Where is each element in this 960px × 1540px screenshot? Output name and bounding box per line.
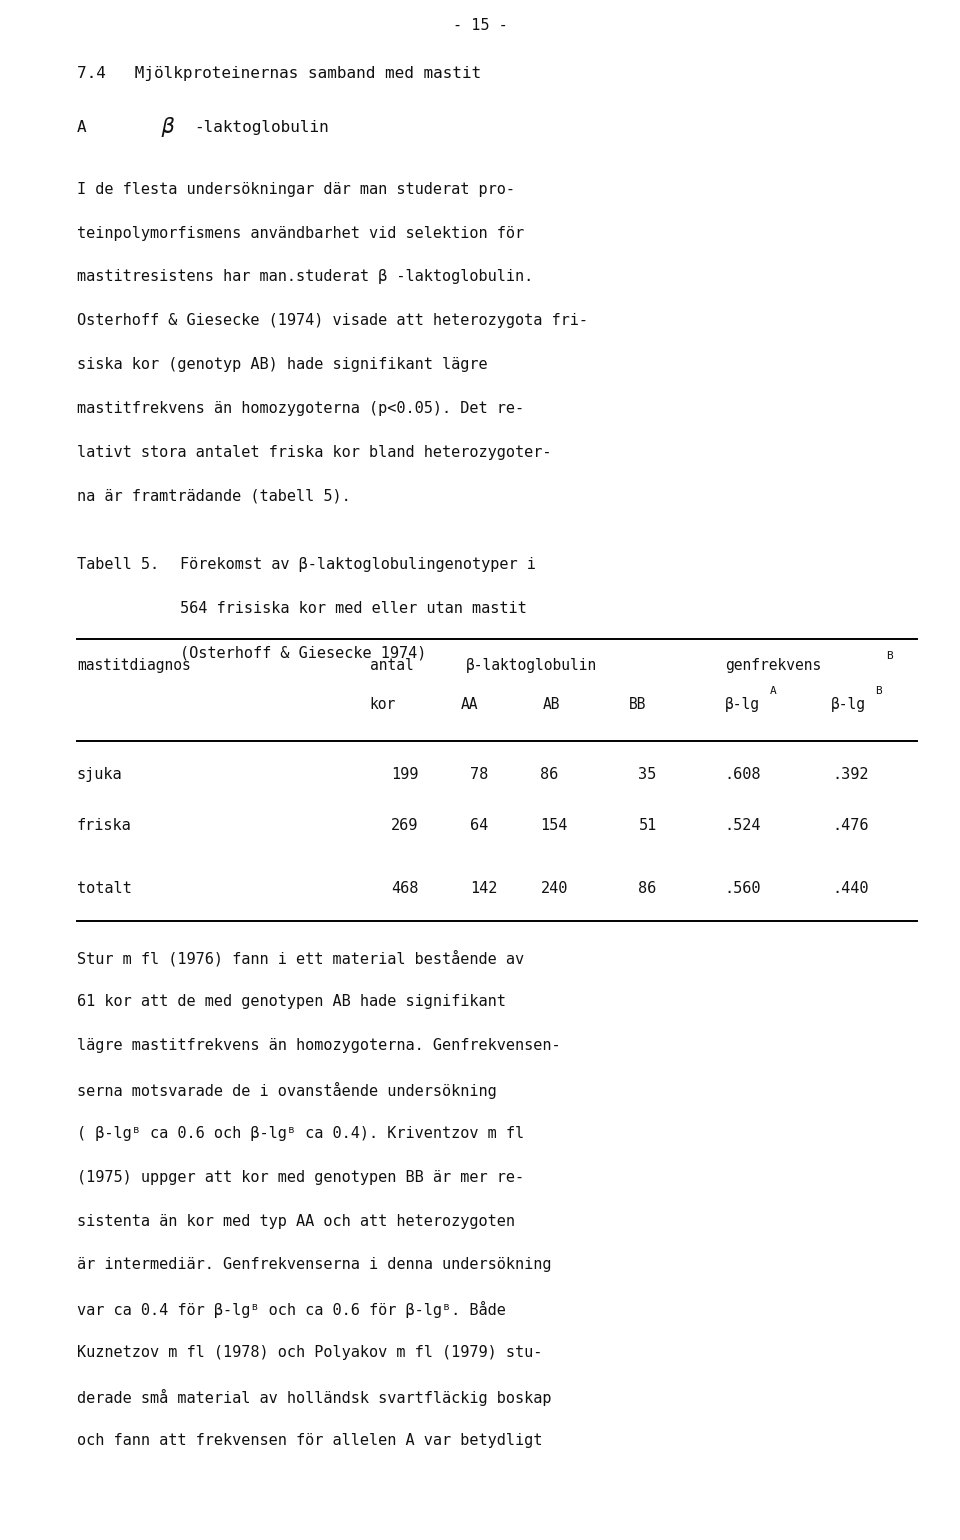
Text: friska: friska xyxy=(77,818,132,833)
Text: β-lg: β-lg xyxy=(725,696,759,711)
Text: 86: 86 xyxy=(638,881,657,896)
Text: Osterhoff & Giesecke (1974) visade att heterozygota fri-: Osterhoff & Giesecke (1974) visade att h… xyxy=(77,313,588,328)
Text: Förekomst av β-laktoglobulingenotyper i: Förekomst av β-laktoglobulingenotyper i xyxy=(180,557,537,573)
Text: 78: 78 xyxy=(470,767,489,782)
Text: - 15 -: - 15 - xyxy=(452,18,508,34)
Text: A: A xyxy=(77,120,86,136)
Text: antal: antal xyxy=(370,658,414,673)
Text: sistenta än kor med typ AA och att heterozygoten: sistenta än kor med typ AA och att heter… xyxy=(77,1214,515,1229)
Text: siska kor (genotyp AB) hade signifikant lägre: siska kor (genotyp AB) hade signifikant … xyxy=(77,357,488,373)
Text: .608: .608 xyxy=(725,767,761,782)
Text: B: B xyxy=(886,651,893,661)
Text: Stur m fl (1976) fann i ett material bestående av: Stur m fl (1976) fann i ett material bes… xyxy=(77,950,524,967)
Text: .524: .524 xyxy=(725,818,761,833)
Text: na är framträdande (tabell 5).: na är framträdande (tabell 5). xyxy=(77,488,350,504)
Text: Tabell 5.: Tabell 5. xyxy=(77,557,159,573)
Text: och fann att frekvensen för allelen A var betydligt: och fann att frekvensen för allelen A va… xyxy=(77,1434,542,1448)
Text: 61 kor att de med genotypen AB hade signifikant: 61 kor att de med genotypen AB hade sign… xyxy=(77,995,506,1009)
Text: 7.4   Mjölkproteinernas samband med mastit: 7.4 Mjölkproteinernas samband med mastit xyxy=(77,66,481,82)
Text: A: A xyxy=(770,687,777,696)
Text: mastitfrekvens än homozygoterna (p<0.05). Det re-: mastitfrekvens än homozygoterna (p<0.05)… xyxy=(77,400,524,416)
Text: 64: 64 xyxy=(470,818,489,833)
Text: är intermediär. Genfrekvenserna i denna undersökning: är intermediär. Genfrekvenserna i denna … xyxy=(77,1258,551,1272)
Text: mastitresistens har man.studerat β -laktoglobulin.: mastitresistens har man.studerat β -lakt… xyxy=(77,270,533,285)
Text: 240: 240 xyxy=(540,881,568,896)
Text: (Osterhoff & Giesecke 1974): (Osterhoff & Giesecke 1974) xyxy=(180,645,427,661)
Text: derade små material av holländsk svartfläckig boskap: derade små material av holländsk svartfl… xyxy=(77,1389,551,1406)
Text: sjuka: sjuka xyxy=(77,767,123,782)
Text: totalt: totalt xyxy=(77,881,132,896)
Text: BB: BB xyxy=(629,696,646,711)
Text: β-laktoglobulin: β-laktoglobulin xyxy=(466,658,597,673)
Text: serna motsvarade de i ovanstående undersökning: serna motsvarade de i ovanstående unders… xyxy=(77,1083,496,1100)
Text: .476: .476 xyxy=(832,818,869,833)
Text: I de flesta undersökningar där man studerat pro-: I de flesta undersökningar där man stude… xyxy=(77,182,515,197)
Text: β: β xyxy=(161,117,174,137)
Text: ( β-lgᴮ ca 0.6 och β-lgᴮ ca 0.4). Kriventzov m fl: ( β-lgᴮ ca 0.6 och β-lgᴮ ca 0.4). Kriven… xyxy=(77,1126,524,1141)
Text: .392: .392 xyxy=(832,767,869,782)
Text: 86: 86 xyxy=(540,767,559,782)
Text: lägre mastitfrekvens än homozygoterna. Genfrekvensen-: lägre mastitfrekvens än homozygoterna. G… xyxy=(77,1038,561,1053)
Text: 564 frisiska kor med eller utan mastit: 564 frisiska kor med eller utan mastit xyxy=(180,601,527,616)
Text: 142: 142 xyxy=(470,881,498,896)
Text: teinpolymorfismens användbarhet vid selektion för: teinpolymorfismens användbarhet vid sele… xyxy=(77,225,524,240)
Text: -laktoglobulin: -laktoglobulin xyxy=(194,120,328,136)
Text: var ca 0.4 för β-lgᴮ och ca 0.6 för β-lgᴮ. Både: var ca 0.4 för β-lgᴮ och ca 0.6 för β-lg… xyxy=(77,1301,506,1318)
Text: genfrekvens: genfrekvens xyxy=(725,658,821,673)
Text: mastitdiagnos: mastitdiagnos xyxy=(77,658,190,673)
Text: Kuznetzov m fl (1978) och Polyakov m fl (1979) stu-: Kuznetzov m fl (1978) och Polyakov m fl … xyxy=(77,1346,542,1360)
Text: AB: AB xyxy=(542,696,560,711)
Text: 199: 199 xyxy=(391,767,419,782)
Text: kor: kor xyxy=(370,696,396,711)
Text: .560: .560 xyxy=(725,881,761,896)
Text: lativt stora antalet friska kor bland heterozygoter-: lativt stora antalet friska kor bland he… xyxy=(77,445,551,460)
Text: .440: .440 xyxy=(832,881,869,896)
Text: AA: AA xyxy=(461,696,478,711)
Text: 35: 35 xyxy=(638,767,657,782)
Text: 269: 269 xyxy=(391,818,419,833)
Text: 468: 468 xyxy=(391,881,419,896)
Text: B: B xyxy=(876,687,882,696)
Text: 51: 51 xyxy=(638,818,657,833)
Text: (1975) uppger att kor med genotypen BB är mer re-: (1975) uppger att kor med genotypen BB ä… xyxy=(77,1170,524,1184)
Text: β-lg: β-lg xyxy=(830,696,865,711)
Text: 154: 154 xyxy=(540,818,568,833)
